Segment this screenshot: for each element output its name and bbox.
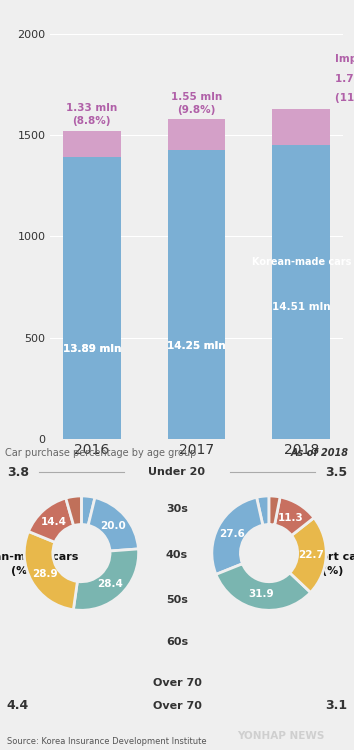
Text: As of 2018: As of 2018 — [291, 448, 349, 458]
Wedge shape — [269, 496, 280, 525]
Text: (11% share): (11% share) — [335, 92, 354, 103]
Text: 27.6: 27.6 — [219, 529, 245, 538]
Wedge shape — [28, 498, 74, 542]
Text: 4.4: 4.4 — [7, 699, 29, 712]
Text: 11.3: 11.3 — [278, 512, 304, 523]
Text: Import cars
(%): Import cars (%) — [297, 552, 354, 576]
Wedge shape — [290, 518, 326, 593]
Bar — [63, 130, 120, 158]
Text: 3.5: 3.5 — [325, 466, 347, 478]
Text: 14.25 mln: 14.25 mln — [167, 341, 226, 352]
Bar — [273, 145, 330, 439]
Text: 30s: 30s — [166, 504, 188, 514]
Wedge shape — [73, 549, 139, 610]
Wedge shape — [66, 496, 81, 526]
Text: 1.79 mln: 1.79 mln — [335, 74, 354, 85]
Bar — [63, 158, 120, 439]
Text: Korean-made cars: Korean-made cars — [252, 257, 351, 268]
Text: Import cars: Import cars — [335, 54, 354, 64]
Text: YONHAP NEWS: YONHAP NEWS — [237, 731, 325, 741]
Text: Over 70: Over 70 — [153, 700, 201, 711]
Text: 22.7: 22.7 — [298, 550, 324, 560]
Text: 60s: 60s — [166, 638, 188, 647]
Text: 31.9: 31.9 — [249, 590, 274, 599]
Text: 14.4: 14.4 — [41, 517, 67, 527]
Text: Korean-made cars
(%): Korean-made cars (%) — [0, 552, 78, 576]
Text: 14.51 mln: 14.51 mln — [272, 302, 331, 311]
Text: 28.9: 28.9 — [32, 569, 58, 579]
Wedge shape — [216, 564, 310, 610]
Wedge shape — [257, 496, 269, 525]
Wedge shape — [212, 497, 263, 574]
Text: Source: Korea Insurance Development Institute: Source: Korea Insurance Development Inst… — [7, 737, 207, 746]
Wedge shape — [275, 497, 314, 536]
Text: 50s: 50s — [166, 596, 188, 605]
Text: 1.55 mln
(9.8%): 1.55 mln (9.8%) — [171, 92, 222, 115]
Wedge shape — [81, 496, 95, 525]
Text: 13.89 mln: 13.89 mln — [63, 344, 121, 354]
Text: 13.89 mln: 13.89 mln — [63, 344, 121, 354]
Text: Under 20: Under 20 — [148, 467, 206, 477]
Text: Over 70: Over 70 — [153, 678, 201, 688]
Text: 28.4: 28.4 — [97, 578, 123, 589]
Bar — [168, 150, 225, 439]
Wedge shape — [24, 532, 78, 610]
Text: 1.33 mln
(8.8%): 1.33 mln (8.8%) — [66, 104, 117, 127]
Text: Car purchase percentage by age group: Car purchase percentage by age group — [5, 448, 197, 458]
Text: 14.25 mln: 14.25 mln — [167, 341, 226, 352]
Text: 3.8: 3.8 — [7, 466, 29, 478]
Wedge shape — [88, 497, 138, 551]
Text: 40s: 40s — [166, 550, 188, 560]
Bar — [168, 118, 225, 150]
Bar — [273, 109, 330, 145]
Text: 3.1: 3.1 — [325, 699, 347, 712]
Text: 20.0: 20.0 — [101, 521, 126, 531]
